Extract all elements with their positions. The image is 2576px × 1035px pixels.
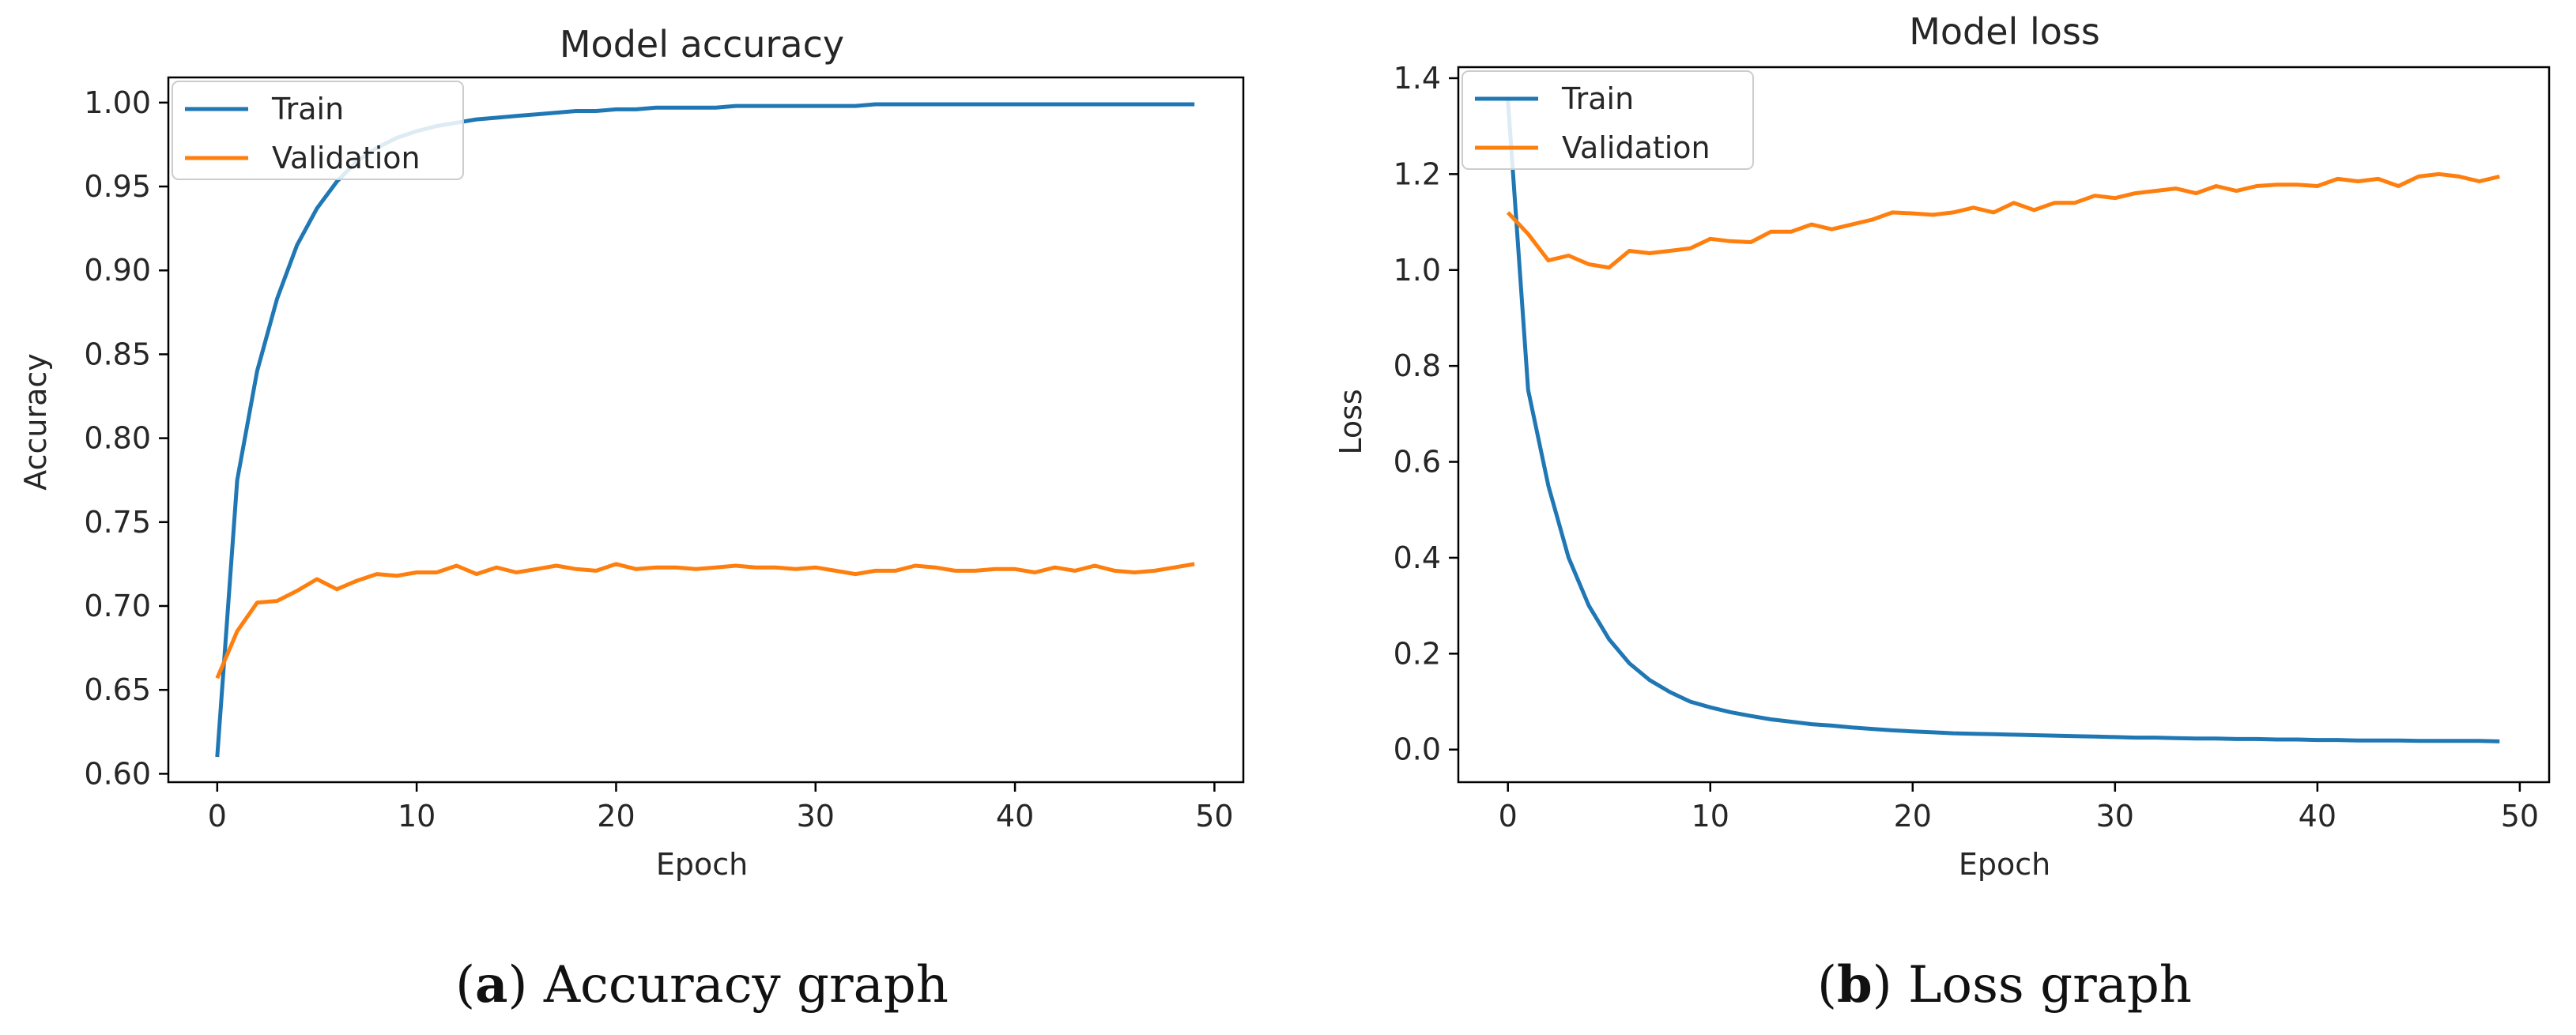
accuracy-y-tick-label: 0.65 — [84, 672, 151, 707]
accuracy-y-tick-label: 0.70 — [84, 589, 151, 623]
accuracy-series-train — [215, 102, 1195, 758]
caption-b: (b) Loss graph — [1817, 955, 2192, 1014]
accuracy-chart-title: Model accuracy — [560, 23, 844, 66]
accuracy-x-tick-label: 10 — [398, 799, 436, 834]
accuracy-chart: Model accuracy Accuracy Epoch 0 10 20 30 40 5… — [18, 23, 1245, 882]
loss-y-tick-label: 0.2 — [1394, 636, 1441, 671]
accuracy-y-tick-label: 1.00 — [84, 85, 151, 120]
caption-b-text: Loss graph — [1892, 956, 2192, 1014]
accuracy-y-tick-label: 0.90 — [84, 253, 151, 288]
accuracy-y-tick-label: 0.75 — [84, 505, 151, 540]
accuracy-y-tick-label: 0.80 — [84, 421, 151, 456]
loss-y-axis-label: Loss — [1333, 389, 1368, 454]
loss-legend-label-train: Train — [1561, 81, 1634, 116]
accuracy-x-tick-label: 0 — [208, 799, 227, 834]
loss-x-tick-label: 10 — [1692, 799, 1729, 834]
loss-series-validation — [1506, 171, 2500, 270]
loss-legend-label-validation: Validation — [1562, 130, 1710, 165]
loss-y-tick-label: 0.8 — [1394, 348, 1441, 383]
loss-x-tick-label: 30 — [2096, 799, 2134, 834]
accuracy-lines — [215, 102, 1195, 758]
caption-a: (a) Accuracy graph — [455, 955, 949, 1014]
loss-y-tick-label: 1.2 — [1394, 156, 1441, 191]
accuracy-legend-box — [172, 81, 464, 180]
loss-y-tick-label: 0.0 — [1394, 732, 1441, 767]
loss-x-tick-label: 0 — [1499, 799, 1518, 834]
accuracy-y-tick-label: 0.95 — [84, 169, 151, 204]
loss-y-tick-label: 1.0 — [1394, 253, 1441, 288]
loss-x-tick-label: 50 — [2501, 799, 2539, 834]
accuracy-ticks: 0 10 20 30 40 50 0.60 0.65 0.70 0.75 0.80 0.85 0.90 0… — [84, 85, 1233, 834]
loss-chart-title: Model loss — [1909, 10, 2100, 53]
loss-x-axis-label: Epoch — [1959, 847, 2050, 882]
accuracy-x-axis-label: Epoch — [656, 847, 748, 882]
loss-legend: Train Validation — [1461, 70, 1754, 170]
loss-plot-frame — [1457, 66, 2551, 784]
accuracy-legend: Train Validation — [172, 81, 464, 180]
loss-legend-box — [1461, 70, 1754, 170]
accuracy-plot-frame — [167, 76, 1245, 784]
loss-ticks: 0 10 20 30 40 50 0.0 0.2 0.4 0.6 0.8 1.0 1.2 1.4 — [1394, 61, 2539, 834]
loss-x-tick-label: 40 — [2299, 799, 2337, 834]
caption-a-text: Accuracy graph — [527, 956, 948, 1014]
accuracy-legend-label-validation: Validation — [272, 141, 421, 175]
accuracy-x-tick-label: 40 — [996, 799, 1034, 834]
accuracy-x-tick-label: 30 — [797, 799, 835, 834]
loss-series-train — [1506, 100, 2500, 743]
accuracy-legend-label-train: Train — [271, 92, 344, 126]
accuracy-x-tick-label: 20 — [597, 799, 635, 834]
accuracy-y-tick-label: 0.85 — [84, 337, 151, 371]
loss-chart: Model loss Loss Epoch 0 10 20 30 40 500.00.20… — [1333, 10, 2551, 882]
caption-b-letter: b — [1837, 955, 1873, 1014]
accuracy-y-tick-label: 0.60 — [84, 756, 151, 791]
loss-y-tick-label: 1.4 — [1394, 61, 1441, 96]
accuracy-y-axis-label: Accuracy — [18, 353, 53, 491]
loss-lines — [1506, 100, 2500, 743]
loss-y-tick-label: 0.6 — [1394, 445, 1441, 480]
loss-y-tick-label: 0.4 — [1394, 540, 1441, 575]
accuracy-x-tick-label: 50 — [1195, 799, 1233, 834]
accuracy-series-validation — [215, 562, 1195, 679]
loss-x-tick-label: 20 — [1894, 799, 1932, 834]
caption-a-letter: a — [475, 955, 507, 1014]
